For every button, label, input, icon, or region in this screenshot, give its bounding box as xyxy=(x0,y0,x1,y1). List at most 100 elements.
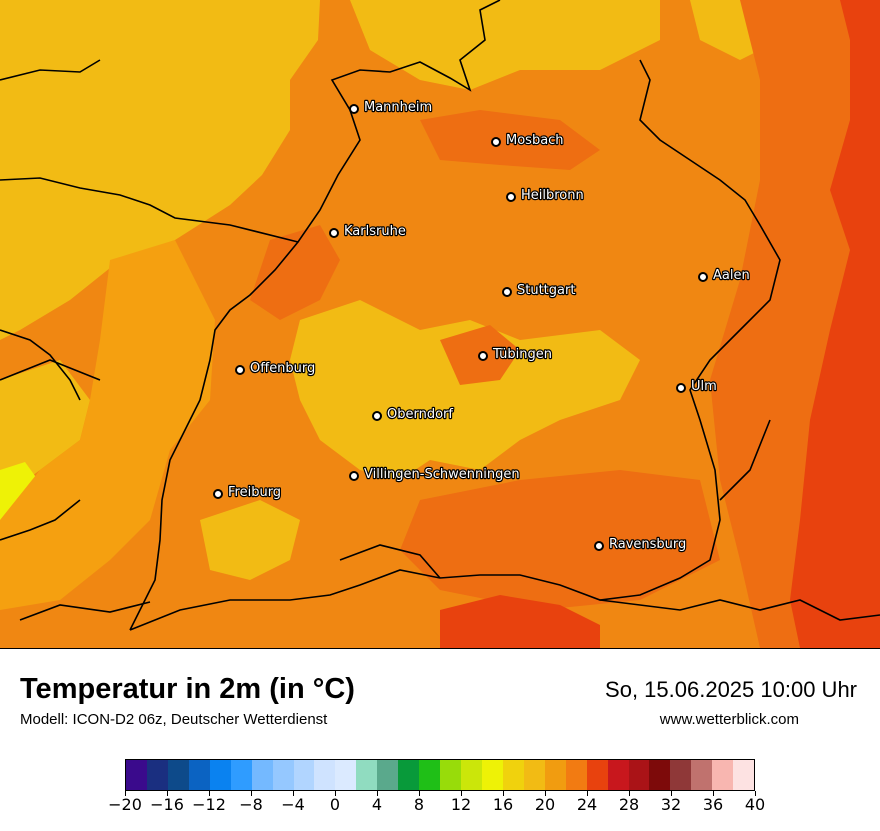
color-scale-tick-label: 40 xyxy=(744,795,766,814)
color-scale-tick-mark xyxy=(712,791,714,796)
city-villingen-schwenningen: Villingen-Schwenningen xyxy=(349,466,521,483)
color-scale-segment xyxy=(502,760,524,790)
color-scale-tick-label: −4 xyxy=(281,795,305,814)
color-scale-tick-mark xyxy=(754,791,756,796)
warm-yellow-zone-northwest xyxy=(0,0,320,340)
color-scale-segment xyxy=(691,760,713,790)
forecast-datetime: So, 15.06.2025 10:00 Uhr xyxy=(605,677,857,702)
warm-yellow-zone-north xyxy=(350,0,660,90)
color-scale-segment xyxy=(733,760,755,790)
color-scale-segment xyxy=(649,760,671,790)
hot-zone-south-border xyxy=(440,595,600,648)
color-scale-tick-mark xyxy=(208,791,210,796)
svg-text:Villingen-Schwenningen: Villingen-Schwenningen xyxy=(364,467,520,482)
city-aalen: Aalen xyxy=(698,267,751,284)
temperature-map: Mannheim Mosbach Heilbronn Karlsruhe Aal… xyxy=(0,0,880,648)
color-scale-segment xyxy=(440,760,461,790)
color-scale-segment xyxy=(209,760,231,790)
temperature-color-scale xyxy=(125,759,755,791)
color-scale-tick-label: 4 xyxy=(371,795,383,814)
color-scale-tick-mark xyxy=(418,791,420,796)
color-scale-segment xyxy=(188,760,210,790)
color-scale-tick-mark xyxy=(628,791,630,796)
color-scale-segment xyxy=(126,760,147,790)
color-scale-segment xyxy=(356,760,378,790)
color-scale-tick-label: 16 xyxy=(492,795,514,814)
dark-orange-zone-mosbach xyxy=(420,110,600,170)
color-scale-tick-label: −8 xyxy=(239,795,263,814)
color-scale-segment xyxy=(419,760,441,790)
map-canvas: Mannheim Mosbach Heilbronn Karlsruhe Aal… xyxy=(0,0,880,648)
color-scale-segment xyxy=(712,760,734,790)
color-scale-tick-mark xyxy=(670,791,672,796)
color-scale-segment xyxy=(461,760,482,790)
svg-text:Stuttgart: Stuttgart xyxy=(517,283,575,298)
city-oberndorf: Oberndorf xyxy=(372,406,455,423)
color-scale-tick-label: 28 xyxy=(618,795,640,814)
color-scale-segment xyxy=(251,760,273,790)
color-scale-tick-mark xyxy=(502,791,504,796)
color-scale-tick-label: −16 xyxy=(150,795,184,814)
color-scale-tick-mark xyxy=(250,791,252,796)
map-footer: Temperatur in 2m (in °C) Modell: ICON-D2… xyxy=(0,648,880,831)
color-scale-tick-label: 8 xyxy=(413,795,425,814)
svg-text:Mosbach: Mosbach xyxy=(506,133,564,148)
color-scale-segment xyxy=(565,760,587,790)
svg-text:Ulm: Ulm xyxy=(691,379,717,394)
svg-text:Oberndorf: Oberndorf xyxy=(387,407,453,422)
color-scale-tick-mark xyxy=(292,791,294,796)
color-scale-tick-mark xyxy=(166,791,168,796)
warm-yellow-zone-south xyxy=(200,500,300,580)
color-scale-segment xyxy=(398,760,420,790)
color-scale-tick-label: 12 xyxy=(450,795,472,814)
color-scale-tick-mark xyxy=(544,791,546,796)
city-mannheim: Mannheim xyxy=(349,99,433,116)
color-scale-segment xyxy=(628,760,650,790)
website-link[interactable]: www.wetterblick.com xyxy=(659,711,799,728)
svg-text:Mannheim: Mannheim xyxy=(364,100,432,115)
map-title: Temperatur in 2m (in °C) xyxy=(20,673,355,705)
svg-text:Tübingen: Tübingen xyxy=(492,347,552,362)
color-scale-segment xyxy=(293,760,315,790)
city-mosbach: Mosbach xyxy=(491,132,565,149)
color-scale-tick-label: 32 xyxy=(660,795,682,814)
dark-orange-zone-karlsruhe xyxy=(250,225,340,320)
color-scale-segment xyxy=(670,760,692,790)
color-scale-segment xyxy=(481,760,503,790)
color-scale-segment xyxy=(314,760,336,790)
color-scale-tick-label: 24 xyxy=(576,795,598,814)
city-offenburg: Offenburg xyxy=(235,360,316,377)
color-scale-segment xyxy=(167,760,189,790)
color-scale-segment xyxy=(607,760,629,790)
city-heilbronn: Heilbronn xyxy=(506,187,585,204)
warm-yellow-zone-center xyxy=(290,300,640,480)
color-scale-segment xyxy=(544,760,566,790)
city-karlsruhe: Karlsruhe xyxy=(329,223,407,240)
very-hot-zone-east xyxy=(790,0,880,648)
color-scale-tick-mark xyxy=(460,791,462,796)
color-scale-ticks: −20 −16 −12 −8 −4 0 4 8 12 16 20 24 28 32 36 40 xyxy=(108,791,765,825)
color-scale-tick-mark xyxy=(586,791,588,796)
city-markers: Mannheim Mosbach Heilbronn Karlsruhe Aal… xyxy=(213,99,751,553)
color-scale-tick-mark xyxy=(334,791,336,796)
city-freiburg: Freiburg xyxy=(213,484,282,501)
color-scale-segment xyxy=(272,760,294,790)
color-scale-tick-mark xyxy=(376,791,378,796)
svg-text:Offenburg: Offenburg xyxy=(250,361,315,376)
city-stuttgart: Stuttgart xyxy=(502,282,577,299)
svg-text:Heilbronn: Heilbronn xyxy=(521,188,584,203)
svg-text:Ravensburg: Ravensburg xyxy=(609,537,686,552)
color-scale-tick-label: −20 xyxy=(108,795,142,814)
color-scale-segment xyxy=(523,760,545,790)
city-tuebingen: Tübingen xyxy=(478,346,553,363)
svg-text:Freiburg: Freiburg xyxy=(228,485,281,500)
color-scale-tick-label: −12 xyxy=(192,795,226,814)
color-scale-segment xyxy=(377,760,399,790)
color-scale-segment xyxy=(146,760,168,790)
svg-text:Aalen: Aalen xyxy=(713,268,750,283)
color-scale-segment xyxy=(586,760,608,790)
city-ulm: Ulm xyxy=(676,378,718,395)
state-border-lines xyxy=(0,0,880,631)
color-scale-tick-label: 20 xyxy=(534,795,556,814)
color-scale-segment xyxy=(230,760,252,790)
